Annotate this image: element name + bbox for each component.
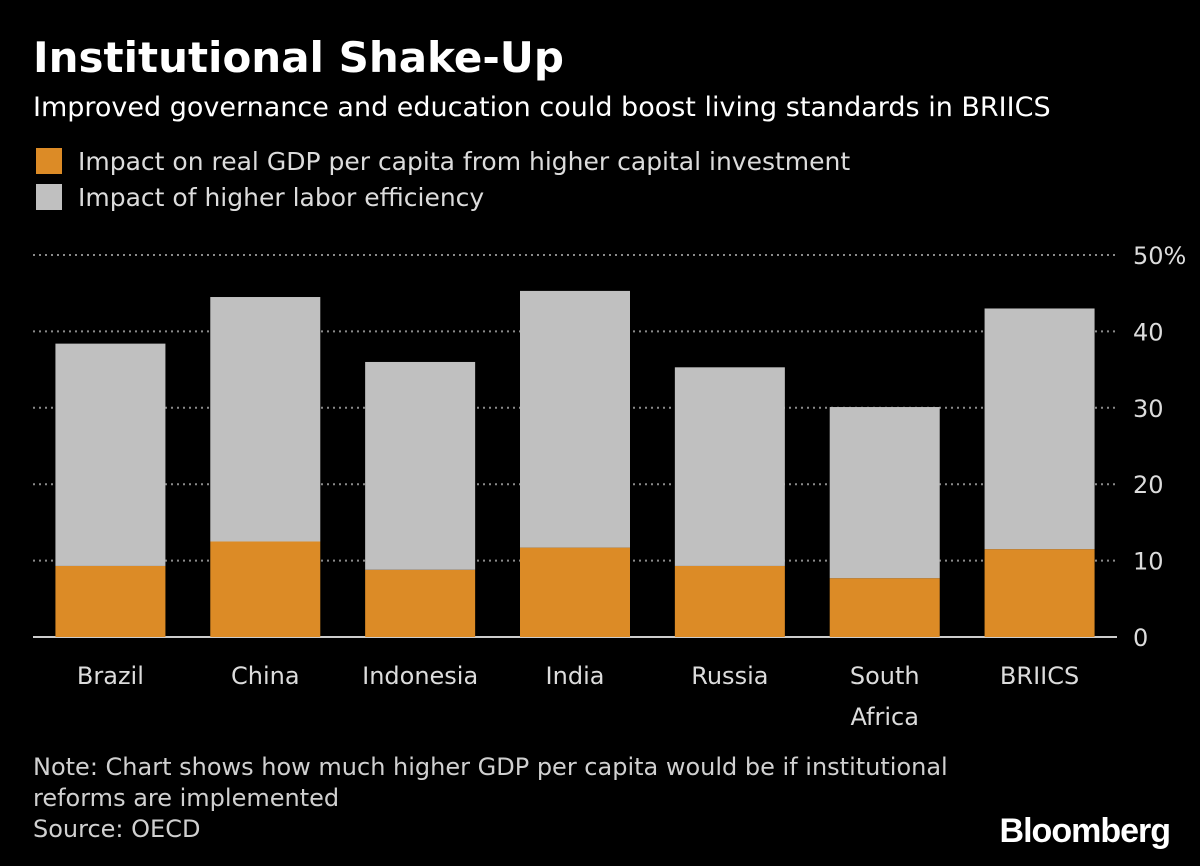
legend-label-capital: Impact on real GDP per capita from highe… bbox=[78, 146, 851, 176]
bar-segment-capital bbox=[520, 547, 630, 637]
x-category-label: India bbox=[546, 662, 605, 690]
legend-item-capital: Impact on real GDP per capita from highe… bbox=[36, 144, 850, 178]
bar-segment-labor bbox=[55, 343, 166, 566]
y-tick-label: 10 bbox=[1133, 548, 1164, 576]
x-category-label: BRIICS bbox=[1000, 662, 1079, 690]
y-tick-label: 50% bbox=[1133, 242, 1186, 270]
bar-segment-labor bbox=[984, 308, 1095, 550]
bar-segment-capital bbox=[365, 569, 476, 637]
bar-segment-capital bbox=[674, 565, 785, 637]
bar-segment-labor bbox=[674, 367, 785, 566]
chart-note-line-2: reforms are implemented bbox=[33, 784, 340, 812]
legend-swatch-labor bbox=[36, 184, 62, 210]
y-tick-label: 0 bbox=[1133, 624, 1148, 652]
bar-segment-labor bbox=[365, 361, 476, 570]
bar-segment-capital bbox=[210, 541, 321, 637]
x-category-label: Brazil bbox=[77, 662, 144, 690]
bar-segment-labor bbox=[520, 290, 630, 548]
x-category-label: Indonesia bbox=[362, 662, 478, 690]
legend-label-labor: Impact of higher labor efficiency bbox=[78, 182, 485, 212]
chart-note-line-1: Note: Chart shows how much higher GDP pe… bbox=[33, 753, 948, 781]
y-tick-label: 40 bbox=[1133, 318, 1164, 346]
y-tick-label: 20 bbox=[1133, 471, 1164, 499]
bar-segment-labor bbox=[210, 297, 321, 542]
x-category-label: China bbox=[231, 662, 300, 690]
bar-segment-capital bbox=[829, 578, 940, 637]
x-category-label: South bbox=[850, 662, 920, 690]
legend-item-labor: Impact of higher labor efficiency bbox=[36, 180, 484, 214]
bar-segment-labor bbox=[829, 407, 940, 579]
bar-segment-capital bbox=[984, 549, 1095, 637]
x-category-label: Africa bbox=[850, 703, 918, 731]
bloomberg-logo: Bloomberg bbox=[999, 812, 1171, 850]
chart-title: Institutional Shake-Up bbox=[33, 33, 564, 82]
y-tick-label: 30 bbox=[1133, 395, 1164, 423]
chart-subtitle: Improved governance and education could … bbox=[33, 92, 1051, 123]
x-category-label: Russia bbox=[691, 662, 768, 690]
bar-segment-capital bbox=[55, 565, 166, 637]
legend-swatch-capital bbox=[36, 148, 62, 174]
chart-source: Source: OECD bbox=[33, 815, 201, 843]
